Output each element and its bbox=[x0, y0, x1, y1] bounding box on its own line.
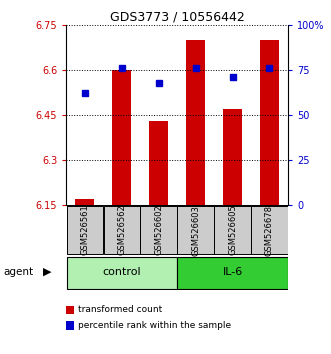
Text: ▶: ▶ bbox=[43, 267, 52, 277]
Bar bbox=[186, 40, 205, 205]
Text: GSM526562: GSM526562 bbox=[117, 205, 126, 256]
Bar bbox=[75, 199, 94, 205]
Title: GDS3773 / 10556442: GDS3773 / 10556442 bbox=[110, 11, 245, 24]
Bar bbox=[177, 257, 288, 289]
Bar bbox=[113, 70, 131, 205]
Bar bbox=[177, 206, 214, 254]
Text: GSM526605: GSM526605 bbox=[228, 205, 237, 256]
Bar bbox=[67, 257, 177, 289]
Text: GSM526678: GSM526678 bbox=[265, 205, 274, 256]
Text: GSM526603: GSM526603 bbox=[191, 205, 200, 256]
Text: percentile rank within the sample: percentile rank within the sample bbox=[78, 321, 231, 330]
Bar bbox=[140, 206, 177, 254]
Bar bbox=[214, 206, 251, 254]
Text: agent: agent bbox=[3, 267, 33, 277]
Text: IL-6: IL-6 bbox=[222, 267, 243, 277]
Bar bbox=[251, 206, 288, 254]
Bar bbox=[104, 206, 140, 254]
Text: transformed count: transformed count bbox=[78, 305, 162, 314]
Text: control: control bbox=[102, 267, 141, 277]
Bar bbox=[149, 121, 168, 205]
Text: GSM526602: GSM526602 bbox=[154, 205, 163, 256]
Bar bbox=[67, 206, 103, 254]
Text: GSM526561: GSM526561 bbox=[80, 205, 89, 256]
Bar bbox=[223, 109, 242, 205]
Bar bbox=[260, 40, 279, 205]
